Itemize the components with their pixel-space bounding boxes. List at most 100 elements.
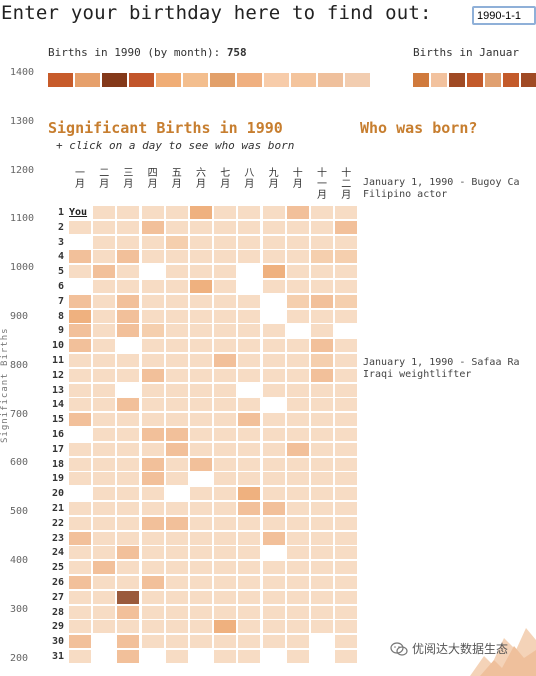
day-cell[interactable] [311,354,333,367]
day-cell[interactable] [93,339,116,353]
day-cell[interactable] [214,561,237,575]
day-cell[interactable] [262,502,285,515]
day-cell[interactable] [335,250,358,264]
day-cell[interactable] [262,368,285,382]
day-cell[interactable] [93,457,116,471]
day-cell[interactable] [238,294,261,308]
day-cell[interactable] [190,546,212,560]
day-cell[interactable] [190,265,212,279]
month-swatch[interactable] [318,73,343,87]
day-cell[interactable] [69,324,91,338]
day-cell[interactable] [238,354,261,367]
day-cell[interactable] [93,546,116,560]
day-cell[interactable] [238,650,261,663]
day-cell[interactable] [69,206,91,219]
month-swatch[interactable] [431,73,447,87]
day-cell[interactable] [165,428,188,441]
day-cell[interactable] [93,235,116,249]
day-cell[interactable] [311,280,333,293]
day-cell[interactable] [117,206,140,219]
day-cell[interactable] [165,235,188,249]
day-cell[interactable] [311,250,333,264]
day-cell[interactable] [335,383,358,397]
day-cell[interactable] [238,502,261,515]
day-cell[interactable] [311,650,333,663]
day-cell[interactable] [141,413,164,427]
day-cell[interactable] [141,546,164,560]
day-cell[interactable] [238,368,261,382]
day-cell[interactable] [93,620,116,634]
day-cell[interactable] [214,620,237,634]
day-cell[interactable] [311,590,333,604]
day-cell[interactable] [117,309,140,323]
day-cell[interactable] [165,339,188,353]
day-cell[interactable] [335,457,358,471]
day-cell[interactable] [262,280,285,293]
day-cell[interactable] [286,620,309,634]
day-cell[interactable] [190,502,212,515]
day-cell[interactable] [141,650,164,663]
day-cell[interactable] [311,294,333,308]
day-cell[interactable] [69,250,91,264]
month-swatch[interactable] [503,73,519,87]
january-strip[interactable] [413,73,536,87]
day-cell[interactable] [117,383,140,397]
day-cell[interactable] [69,635,91,649]
day-cell[interactable] [141,250,164,264]
day-cell[interactable] [165,487,188,501]
day-cell[interactable] [311,620,333,634]
day-cell[interactable] [238,487,261,501]
day-cell[interactable] [286,590,309,604]
day-cell[interactable] [141,265,164,279]
day-cell[interactable] [311,324,333,338]
birthday-input[interactable] [472,6,536,25]
day-cell[interactable] [214,487,237,501]
day-cell[interactable] [214,546,237,560]
day-cell[interactable] [238,250,261,264]
day-cell[interactable] [93,502,116,515]
day-cell[interactable] [238,206,261,219]
day-cell[interactable] [165,620,188,634]
day-cell[interactable] [69,561,91,575]
day-cell[interactable] [262,206,285,219]
day-cell[interactable] [214,280,237,293]
day-cell[interactable] [117,235,140,249]
day-cell[interactable] [69,280,91,293]
month-swatch[interactable] [75,73,100,87]
day-cell[interactable] [190,398,212,412]
day-cell[interactable] [141,354,164,367]
day-cell[interactable] [214,235,237,249]
day-cell[interactable] [117,280,140,293]
day-cell[interactable] [286,605,309,619]
day-cell[interactable] [93,472,116,486]
day-cell[interactable] [335,561,358,575]
day-cell[interactable] [117,220,140,234]
day-cell[interactable] [286,472,309,486]
day-cell[interactable] [214,368,237,382]
day-cell[interactable] [238,428,261,441]
day-cell[interactable] [141,398,164,412]
day-cell[interactable] [286,457,309,471]
day-cell[interactable] [69,339,91,353]
day-cell[interactable] [165,650,188,663]
day-cell[interactable] [165,561,188,575]
day-cell[interactable] [190,413,212,427]
day-cell[interactable] [141,605,164,619]
day-cell[interactable] [335,280,358,293]
day-cell[interactable] [262,220,285,234]
day-cell[interactable] [190,457,212,471]
day-cell[interactable] [69,220,91,234]
day-cell[interactable] [238,605,261,619]
day-cell[interactable] [141,502,164,515]
day-cell[interactable] [165,546,188,560]
day-cell[interactable] [141,487,164,501]
day-cell[interactable] [69,383,91,397]
day-cell[interactable] [262,235,285,249]
day-cell[interactable] [69,428,91,441]
day-cell[interactable] [214,531,237,545]
day-cell[interactable] [190,235,212,249]
day-cell[interactable] [262,605,285,619]
day-cell[interactable] [286,368,309,382]
day-cell[interactable] [93,294,116,308]
day-cell[interactable] [117,472,140,486]
